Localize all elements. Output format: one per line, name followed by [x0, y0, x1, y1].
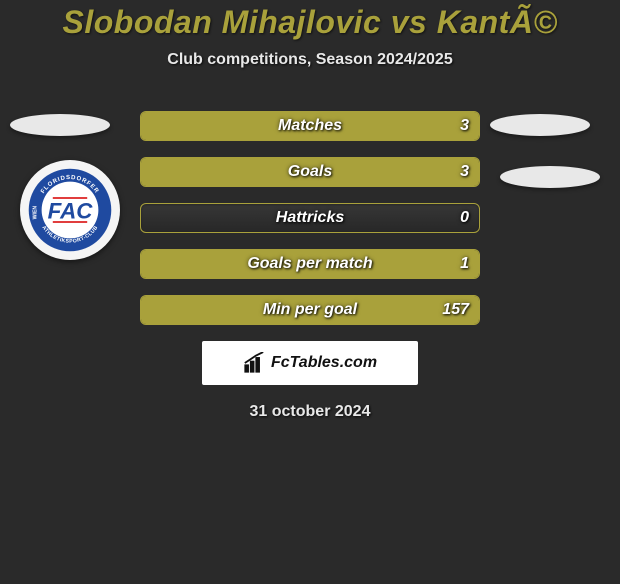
stat-bar: Matches 3	[140, 111, 480, 141]
comparison-content: FLORIDSDORFER ATHLETIKSPORT-CLUB WIEN FA…	[0, 111, 620, 421]
brand-text: FcTables.com	[271, 354, 377, 372]
stat-label: Goals per match	[247, 255, 372, 273]
svg-text:WIEN: WIEN	[32, 206, 38, 220]
svg-text:FAC: FAC	[48, 199, 94, 224]
stat-label: Matches	[278, 117, 342, 135]
stat-value: 3	[460, 117, 469, 135]
club-badge: FLORIDSDORFER ATHLETIKSPORT-CLUB WIEN FA…	[20, 160, 120, 260]
stat-value: 0	[460, 209, 469, 227]
stat-bar: Min per goal 157	[140, 295, 480, 325]
club-badge-icon: FLORIDSDORFER ATHLETIKSPORT-CLUB WIEN FA…	[27, 167, 113, 253]
stat-label: Min per goal	[263, 301, 357, 319]
stat-label: Hattricks	[276, 209, 344, 227]
stat-bars: Matches 3 Goals 3 Hattricks 0 Goals per match 1…	[140, 111, 480, 325]
stat-bar: Hattricks 0	[140, 203, 480, 233]
right-oval-0	[490, 114, 590, 136]
left-oval-0	[10, 114, 110, 136]
right-oval-1	[500, 166, 600, 188]
bar-chart-icon	[243, 352, 265, 374]
stat-value: 1	[460, 255, 469, 273]
stat-bar: Goals 3	[140, 157, 480, 187]
subtitle: Club competitions, Season 2024/2025	[0, 51, 620, 69]
page-title: Slobodan Mihajlovic vs KantÃ©	[0, 4, 620, 41]
date-line: 31 october 2024	[0, 403, 620, 421]
stat-bar: Goals per match 1	[140, 249, 480, 279]
stat-value: 3	[460, 163, 469, 181]
stat-value: 157	[442, 301, 469, 319]
brand-box: FcTables.com	[202, 341, 418, 385]
stat-label: Goals	[288, 163, 332, 181]
